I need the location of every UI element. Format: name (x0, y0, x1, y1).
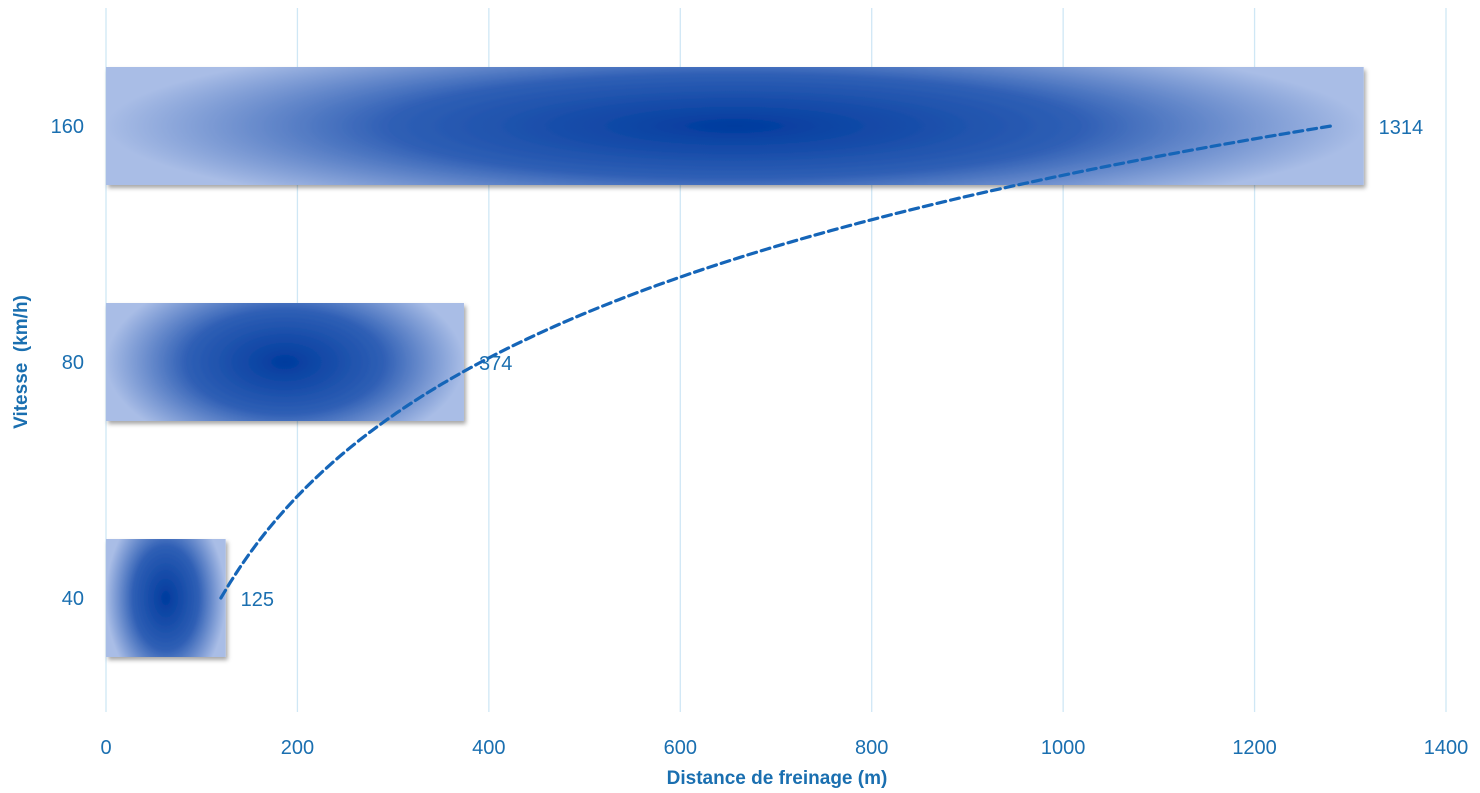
bar-40 (106, 539, 226, 657)
y-tick-label: 160 (51, 116, 84, 138)
y-tick-label: 40 (62, 588, 84, 610)
data-label-80: 374 (479, 353, 512, 375)
x-tick-label: 200 (281, 737, 314, 759)
y-tick-label: 80 (62, 352, 84, 374)
trendline (219, 124, 1333, 600)
bar-160 (106, 67, 1364, 185)
x-tick-label: 800 (855, 737, 888, 759)
y-axis-ticks: 40 80 160 (51, 116, 84, 610)
y-axis-title: Vitesse (km/h) (11, 295, 32, 429)
x-tick-label: 600 (664, 737, 697, 759)
x-tick-label: 0 (100, 737, 111, 759)
data-labels: 125 374 1314 (241, 117, 1424, 611)
data-label-160: 1314 (1379, 117, 1424, 139)
x-tick-label: 1200 (1232, 737, 1277, 759)
bars (106, 67, 1364, 657)
bar-80 (106, 303, 464, 421)
x-axis-ticks: 0 200 400 600 800 1000 1200 1400 (100, 737, 1468, 759)
x-tick-label: 400 (472, 737, 505, 759)
x-tick-label: 1000 (1041, 737, 1086, 759)
x-axis-title: Distance de freinage (m) (667, 768, 888, 789)
trendline-layer (219, 124, 1333, 600)
data-label-40: 125 (241, 589, 274, 611)
x-tick-label: 1400 (1424, 737, 1469, 759)
